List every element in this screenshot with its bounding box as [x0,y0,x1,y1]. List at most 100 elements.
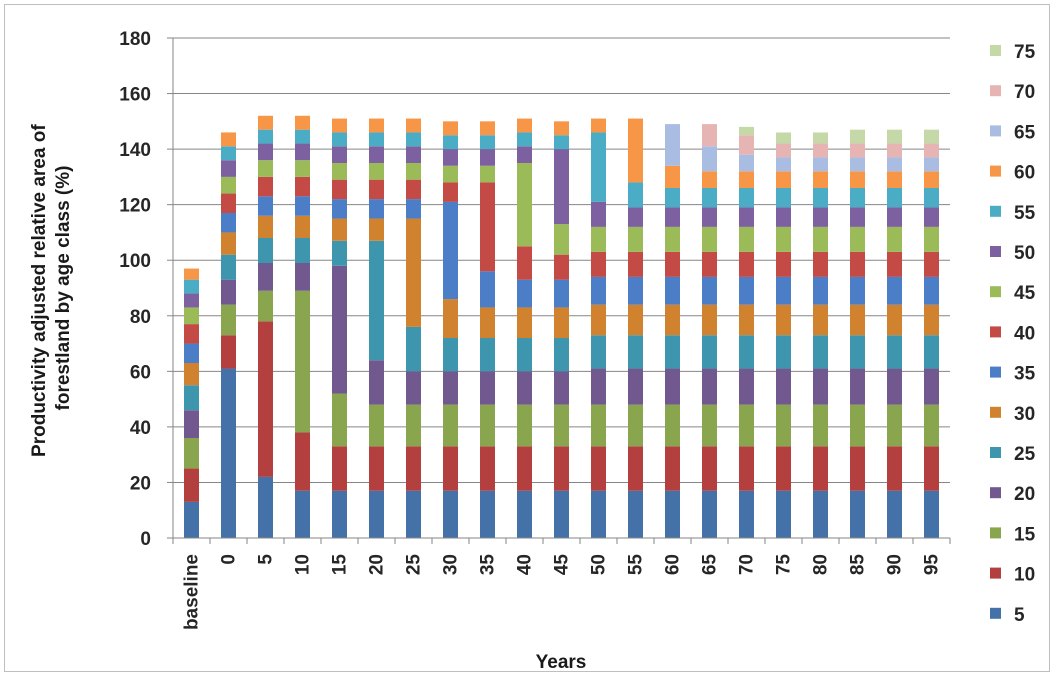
bar-segment-10 [813,446,828,491]
bar-segment-15 [628,404,643,447]
bar-segment-60 [591,118,606,133]
legend-swatch-60 [990,165,1001,177]
bar-segment-25 [332,240,347,266]
y-axis-title-line-1: Productivity adjusted relative area of [29,124,50,457]
bar-segment-15 [221,304,236,336]
bar-segment-75 [850,129,865,144]
bar-segment-55 [813,188,828,208]
bar-segment-40 [517,246,532,280]
bar-segment-25 [850,335,865,369]
bar-segment-10 [369,446,384,491]
bar-segment-15 [776,404,791,447]
bar-segment-60 [628,118,643,183]
bar-segment-10 [480,446,495,491]
x-tick-label: 10 [293,554,314,575]
bar-segment-45 [443,165,458,183]
bar-segment-25 [554,338,569,372]
x-tick-label: 40 [515,554,536,575]
bar-segment-30 [850,304,865,336]
x-tick-label: 90 [885,554,906,575]
bar-segment-10 [258,321,273,477]
bar-segment-30 [480,307,495,338]
bar-segment-65 [739,154,754,172]
x-tick-label: 60 [663,554,684,575]
bar-segment-10 [517,446,532,491]
bar-segment-30 [628,304,643,336]
x-tick-label: 75 [774,554,795,576]
bar-segment-30 [776,304,791,336]
bar-segment-45 [924,226,939,252]
bar-segment-20 [776,368,791,405]
bar-segment-65 [776,157,791,172]
bar-segment-70 [702,124,717,147]
bar-segment-40 [813,251,828,277]
bar-segment-15 [591,404,606,447]
legend-swatch-5 [990,607,1001,619]
bar-segment-60 [739,171,754,188]
bars [184,115,939,538]
bar-segment-55 [739,188,754,208]
bar-segment-10 [850,446,865,491]
bar-segment-40 [221,193,236,213]
bar-segment-5 [850,490,865,538]
bar-segment-60 [702,171,717,188]
bar-segment-55 [554,135,569,150]
bar-segment-45 [517,163,532,247]
bar-segment-45 [184,307,199,325]
bar-segment-10 [221,335,236,369]
bar-segment-10 [887,446,902,491]
bar-segment-25 [258,238,273,263]
bar-segment-25 [924,335,939,369]
bar-segment-65 [887,157,902,172]
bar-segment-25 [887,335,902,369]
bar-segment-30 [369,218,384,241]
bar-segment-5 [739,490,754,538]
bar-segment-20 [739,368,754,405]
bar-segment-50 [628,207,643,227]
bar-segment-55 [332,132,347,147]
bar-segment-55 [665,188,680,208]
x-tick-labels: baseline 0 5 10 15 20 25 30 35 40 45 50 55 60 65 70 75 80… [172,538,951,630]
bar-segment-65 [924,157,939,172]
bar-segment-45 [591,226,606,252]
bar-segment-25 [739,335,754,369]
bar-segment-35 [924,276,939,305]
bar-segment-15 [332,393,347,447]
bar-segment-15 [443,404,458,447]
bar-segment-25 [295,238,310,263]
bar-segment-65 [813,157,828,172]
bar-segment-60 [665,165,680,188]
bar-segment-10 [406,446,421,491]
bar-segment-45 [258,160,273,177]
bar-segment-15 [924,404,939,447]
bar-segment-15 [850,404,865,447]
bar-segment-60 [850,171,865,188]
bar-segment-40 [702,251,717,277]
bar-segment-5 [813,490,828,538]
bar-segment-45 [480,165,495,183]
bar-segment-20 [517,371,532,405]
bar-segment-50 [665,207,680,227]
y-tick-labels: 0 20 40 60 80 100 120 140 160 180 [119,29,173,550]
bar-segment-5 [665,490,680,538]
bar-segment-5 [295,490,310,538]
bar-segment-35 [295,196,310,216]
bar-segment-70 [924,143,939,158]
y-tick-label: 180 [119,29,151,50]
bar-segment-60 [517,118,532,133]
x-tick-label: 95 [922,554,943,576]
legend-label-75: 75 [1014,42,1036,63]
bar-segment-30 [184,363,199,386]
bar-segment-40 [665,251,680,277]
bar-segment-50 [924,207,939,227]
y-tick-label: 120 [119,196,151,217]
legend-label-10: 10 [1014,565,1035,586]
bar-segment-45 [295,160,310,177]
bar-segment-35 [184,343,199,363]
legend-swatch-30 [990,406,1001,418]
bar-segment-10 [776,446,791,491]
legend-swatch-75 [990,45,1001,56]
bar-segment-25 [776,335,791,369]
bar-segment-35 [480,271,495,308]
bar-segment-40 [628,251,643,277]
